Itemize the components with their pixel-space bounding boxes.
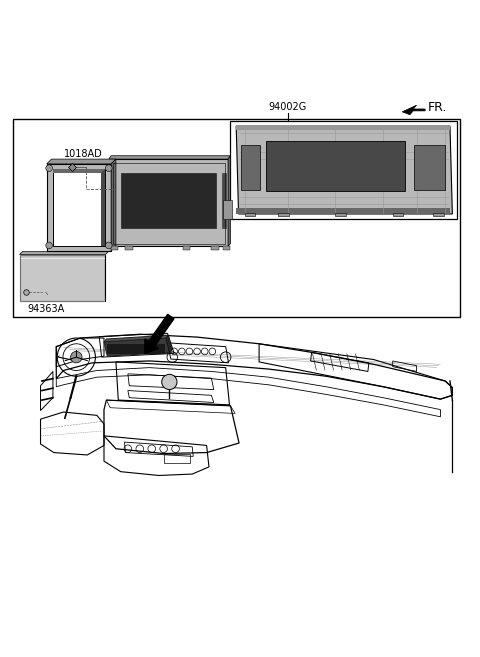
Bar [53, 169, 106, 246]
Bar [120, 173, 216, 228]
Text: 94360D: 94360D [50, 198, 89, 208]
Polygon shape [20, 252, 108, 254]
Polygon shape [109, 159, 228, 246]
Polygon shape [104, 338, 169, 356]
Polygon shape [101, 169, 106, 246]
Bar [164, 455, 190, 463]
Polygon shape [236, 126, 450, 130]
Text: 94363A: 94363A [27, 304, 64, 313]
Circle shape [46, 242, 52, 249]
Polygon shape [109, 156, 230, 159]
Polygon shape [111, 159, 116, 251]
Polygon shape [20, 254, 106, 301]
Text: 1018AD: 1018AD [64, 149, 103, 159]
Bar [13, 118, 459, 317]
Bar [414, 145, 445, 190]
Bar [223, 246, 230, 250]
Bar [266, 141, 405, 191]
Bar [336, 213, 346, 216]
Bar [230, 121, 457, 219]
Circle shape [106, 242, 112, 249]
Text: 94365B: 94365B [344, 137, 382, 148]
Polygon shape [402, 105, 425, 115]
Bar [433, 213, 444, 216]
Polygon shape [104, 335, 168, 342]
Circle shape [46, 165, 52, 171]
Polygon shape [228, 156, 230, 246]
Bar [113, 164, 225, 244]
Bar [211, 246, 218, 250]
Circle shape [106, 165, 112, 171]
Bar [125, 246, 132, 250]
Polygon shape [236, 126, 452, 214]
Bar [108, 344, 165, 354]
Text: 94002G: 94002G [269, 102, 307, 112]
Text: FR.: FR. [428, 101, 447, 114]
Text: 94120A: 94120A [173, 164, 210, 174]
Circle shape [162, 374, 177, 390]
Polygon shape [236, 208, 450, 214]
Bar [278, 213, 288, 216]
Polygon shape [47, 159, 116, 164]
Bar [223, 200, 232, 219]
Bar [245, 213, 255, 216]
Polygon shape [166, 335, 172, 352]
Polygon shape [47, 164, 111, 251]
Circle shape [71, 351, 82, 363]
Bar [222, 173, 226, 228]
Bar [393, 213, 403, 216]
Bar [183, 246, 190, 250]
Polygon shape [53, 169, 106, 173]
Bar [111, 246, 118, 250]
Bar [241, 145, 260, 190]
FancyArrow shape [145, 315, 174, 353]
